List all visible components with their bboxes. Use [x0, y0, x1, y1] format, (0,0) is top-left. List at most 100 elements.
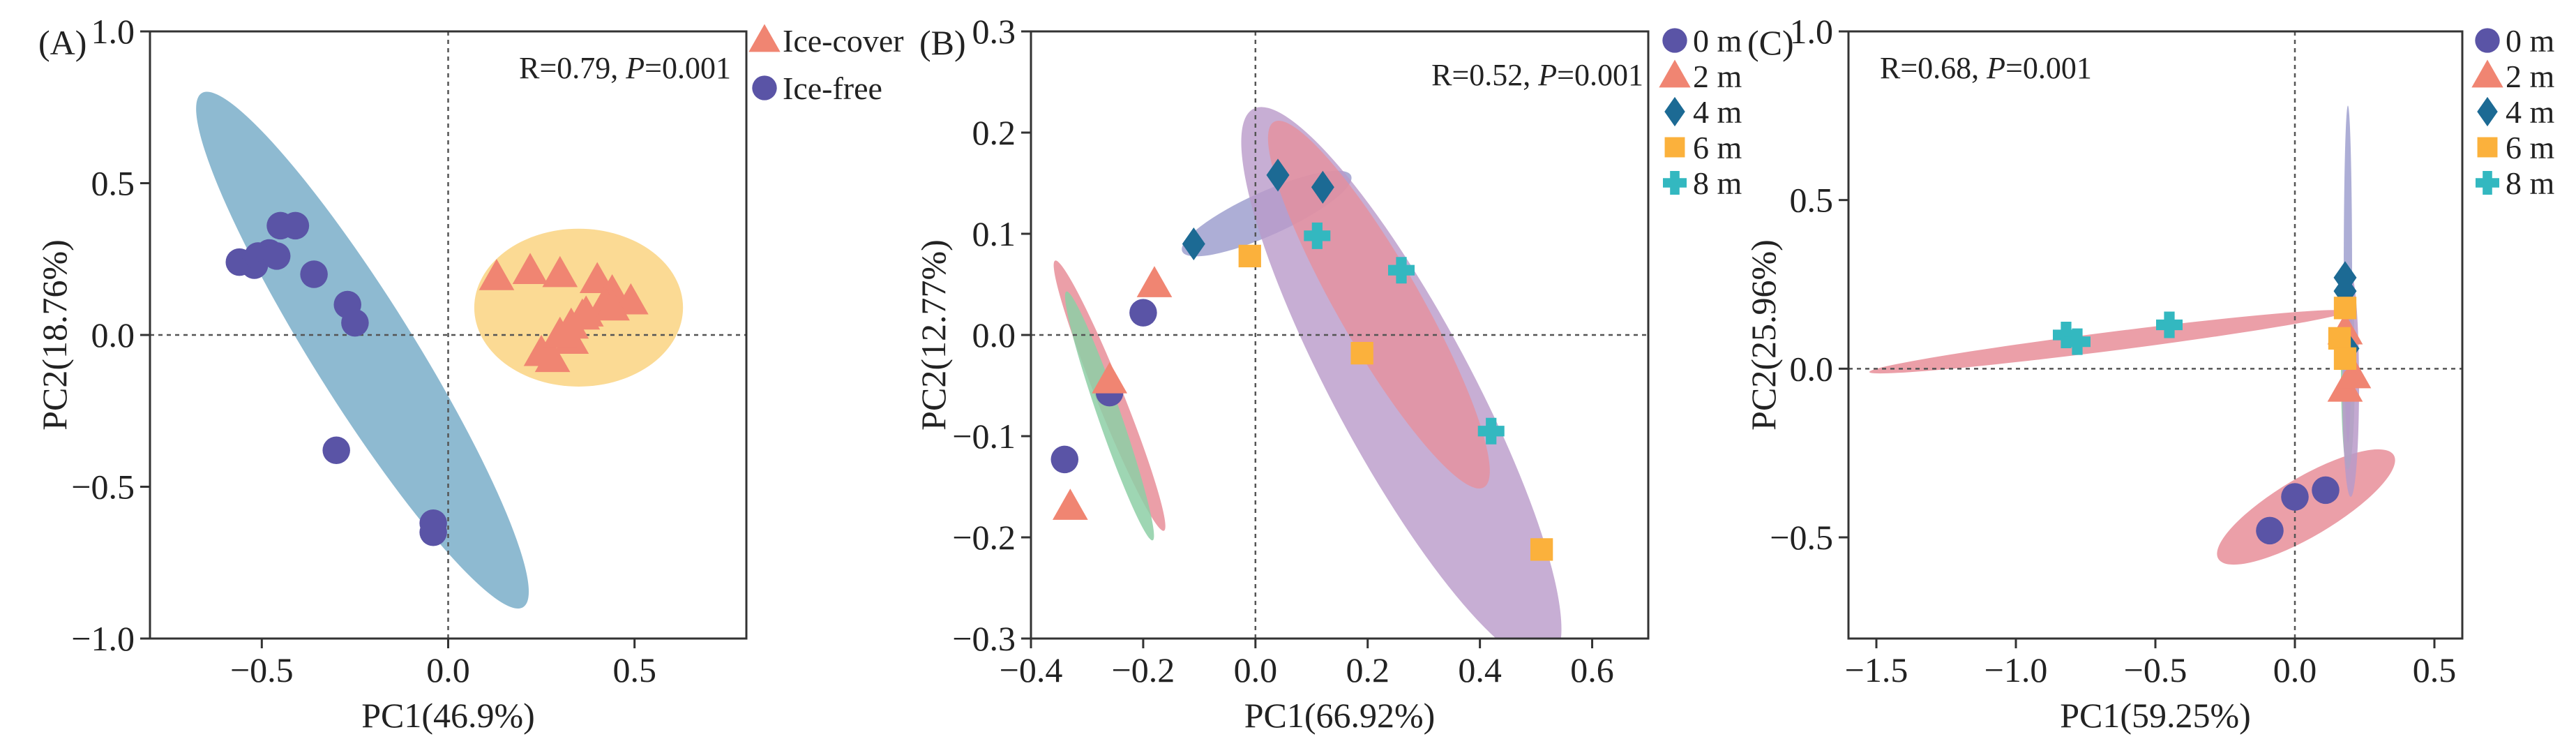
panel-2: −1.5 −1.0 −0.5 0.0 0.5 −0.5 0.0 0.5 1.0 PC1(59.25…	[1744, 12, 2555, 735]
ellipse-0	[1869, 310, 2347, 374]
point-cross-4-1	[1388, 257, 1415, 284]
point-triangle-1-0	[1136, 266, 1173, 297]
point-triangle-0-2	[542, 255, 578, 288]
legend-marker	[748, 24, 781, 52]
x-tick-label: −1.5	[1845, 650, 1908, 689]
point-diamond-2-0	[1182, 227, 1205, 261]
legend: 0 m2 m4 m6 m8 m	[1659, 23, 1742, 201]
x-tick-label: 0.0	[1234, 650, 1278, 689]
point-square-3-2	[2333, 347, 2357, 370]
legend-label: 4 m	[1693, 94, 1742, 130]
point-triangle-0-1	[512, 253, 548, 285]
y-tick-label: 0.3	[972, 12, 1016, 51]
point-triangle-1-1	[2335, 357, 2372, 389]
point-circle-0-0	[1129, 299, 1157, 327]
point-square-3-1	[1350, 341, 1373, 365]
point-circle-0-2	[2256, 516, 2284, 545]
legend-marker	[1662, 28, 1687, 53]
ellipse-1	[2217, 449, 2395, 565]
legend-label: Ice-cover	[783, 23, 904, 59]
y-tick-label: 1.0	[91, 12, 135, 51]
legend-marker	[2471, 59, 2503, 88]
y-tick-label: 0.2	[972, 113, 1016, 152]
point-circle-1-9	[341, 308, 369, 337]
x-tick-label: 0.5	[2413, 650, 2457, 689]
y-tick-label: −0.5	[71, 468, 135, 507]
legend-marker	[2476, 171, 2499, 195]
x-tick-label: 0.6	[1570, 650, 1614, 689]
x-tick-label: 0.0	[426, 650, 470, 689]
point-triangle-1-2	[1052, 488, 1088, 520]
legend-marker	[752, 75, 777, 100]
point-cross-4-2	[1477, 417, 1505, 445]
panel-1: −0.4 −0.2 0.0 0.2 0.4 0.6 −0.3 −0.2 −0.1 0.0 0.1 0.…	[914, 12, 1742, 735]
point-circle-0-1	[2312, 476, 2340, 505]
x-tick-label: 0.5	[612, 650, 656, 689]
ellipse-1	[1064, 291, 1154, 541]
point-square-3-1	[2328, 327, 2351, 350]
point-triangle-0-11	[534, 341, 571, 373]
legend-marker	[2477, 96, 2498, 127]
point-diamond-2-1	[1266, 158, 1290, 192]
panel-label: (B)	[919, 23, 966, 62]
x-axis-label: PC1(66.92%)	[1244, 696, 1436, 735]
y-tick-label: −0.5	[1770, 518, 1833, 557]
point-triangle-1-1	[1092, 362, 1127, 394]
y-tick-label: 0.0	[972, 315, 1016, 355]
point-circle-0-2	[1050, 445, 1079, 474]
stat-annotation: R=0.52, P=0.001	[1431, 58, 1643, 92]
point-cross-4-2	[2156, 311, 2183, 338]
data-points	[2053, 261, 2372, 545]
panel-label: (C)	[1747, 23, 1794, 62]
panel-label: (A)	[38, 23, 86, 62]
panel-0: −0.5 0.0 0.5 −1.0 −0.5 0.0 0.5 1.0 PC1(46.9%) PC2…	[35, 12, 904, 735]
legend-marker	[1664, 96, 1685, 127]
y-axis-label: PC2(18.76%)	[35, 239, 74, 431]
y-tick-label: 0.5	[91, 164, 135, 203]
y-axis-label: PC2(25.96%)	[1744, 239, 1783, 431]
y-axis-label: PC2(12.77%)	[914, 239, 953, 431]
legend-label: 8 m	[1693, 165, 1742, 201]
y-tick-label: 0.5	[1790, 181, 1834, 220]
point-circle-1-10	[322, 436, 350, 465]
y-tick-label: 1.0	[1790, 12, 1834, 51]
y-tick-label: 0.1	[972, 214, 1016, 253]
legend-label: 6 m	[1693, 130, 1742, 165]
data-points	[225, 211, 649, 546]
point-circle-0-0	[2281, 483, 2309, 511]
x-tick-label: 0.4	[1458, 650, 1502, 689]
point-cross-4-1	[2064, 328, 2091, 355]
x-tick-label: −1.0	[1984, 650, 2048, 689]
point-circle-1-12	[419, 518, 447, 546]
stat-annotation: R=0.79, P=0.001	[519, 51, 731, 85]
point-cross-4-0	[2053, 322, 2079, 348]
legend-label: Ice-free	[783, 70, 882, 106]
legend-marker	[2477, 137, 2498, 158]
legend-label: 2 m	[2506, 59, 2555, 94]
legend-label: 0 m	[1693, 23, 1742, 59]
confidence-ellipses	[196, 91, 684, 609]
confidence-ellipses	[1869, 105, 2395, 565]
point-circle-1-6	[281, 211, 310, 240]
y-tick-label: −0.1	[952, 417, 1016, 456]
data-points	[1050, 158, 1553, 561]
x-tick-label: 0.2	[1346, 650, 1389, 689]
point-square-3-0	[2333, 297, 2357, 320]
legend: Ice-cover Ice-free	[748, 23, 904, 106]
point-square-3-2	[1530, 538, 1553, 561]
legend-label: 4 m	[2506, 94, 2555, 130]
point-square-3-0	[1238, 244, 1261, 268]
point-circle-1-4	[262, 242, 291, 270]
y-tick-label: −0.3	[952, 619, 1016, 658]
point-diamond-2-2	[1311, 170, 1334, 204]
point-triangle-0-0	[479, 259, 515, 290]
x-tick-label: −0.2	[1112, 650, 1175, 689]
x-tick-label: −0.5	[2124, 650, 2187, 689]
point-cross-4-0	[1304, 222, 1331, 249]
x-tick-label: 0.0	[2273, 650, 2317, 689]
point-triangle-0-13	[564, 298, 601, 330]
legend-label: 8 m	[2506, 165, 2555, 201]
legend: 0 m2 m4 m6 m8 m	[2471, 23, 2555, 201]
x-tick-label: −0.4	[1000, 650, 1063, 689]
x-axis-label: PC1(46.9%)	[361, 696, 535, 735]
